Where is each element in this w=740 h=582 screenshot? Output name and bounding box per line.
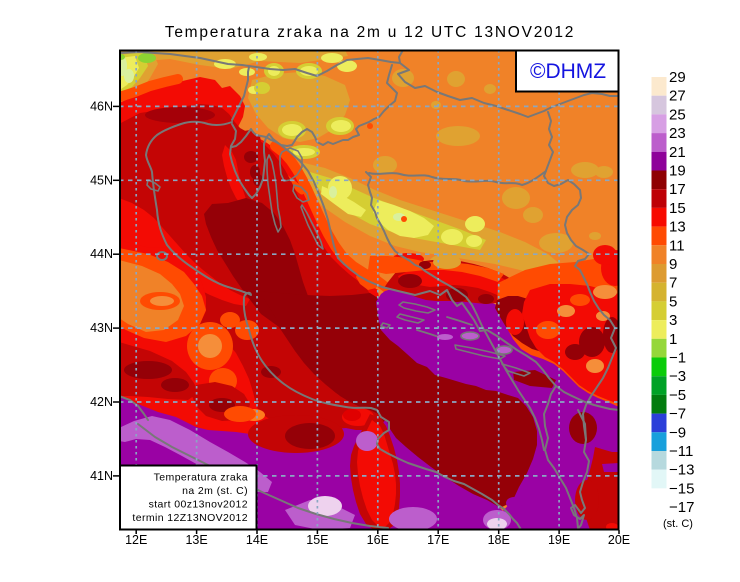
svg-text:−13: −13: [669, 462, 694, 479]
svg-text:−5: −5: [669, 387, 686, 404]
svg-text:7: 7: [669, 275, 677, 292]
svg-text:27: 27: [669, 88, 686, 105]
svg-text:15: 15: [669, 200, 686, 217]
svg-text:23: 23: [669, 125, 686, 142]
svg-text:9: 9: [669, 256, 677, 273]
svg-text:42N: 42N: [90, 395, 113, 409]
svg-text:21: 21: [669, 144, 686, 161]
svg-text:−7: −7: [669, 406, 686, 423]
svg-text:Temperatura zraka na 2m u 12 U: Temperatura zraka na 2m u 12 UTC 13NOV20…: [165, 24, 575, 41]
svg-text:start 00z13nov2012: start 00z13nov2012: [149, 499, 248, 511]
svg-text:19: 19: [669, 163, 686, 180]
svg-text:20E: 20E: [608, 533, 630, 547]
svg-text:41N: 41N: [90, 469, 113, 483]
svg-text:(st. C): (st. C): [663, 518, 693, 530]
svg-text:14E: 14E: [246, 533, 268, 547]
svg-text:18E: 18E: [488, 533, 510, 547]
svg-text:15E: 15E: [306, 533, 328, 547]
svg-text:25: 25: [669, 106, 686, 123]
svg-text:−1: −1: [669, 350, 686, 367]
svg-text:na 2m (st. C): na 2m (st. C): [182, 485, 248, 497]
svg-text:13E: 13E: [185, 533, 207, 547]
svg-text:46N: 46N: [90, 99, 113, 113]
svg-text:43N: 43N: [90, 321, 113, 335]
svg-text:termin 12Z13NOV2012: termin 12Z13NOV2012: [132, 512, 248, 524]
svg-text:−17: −17: [669, 499, 694, 516]
svg-text:1: 1: [669, 331, 677, 348]
svg-text:−15: −15: [669, 480, 694, 497]
svg-text:45N: 45N: [90, 173, 113, 187]
svg-text:19E: 19E: [548, 533, 570, 547]
svg-text:−11: −11: [669, 443, 693, 460]
svg-text:5: 5: [669, 293, 677, 310]
svg-text:11: 11: [669, 237, 685, 254]
svg-text:29: 29: [669, 69, 686, 86]
svg-text:13: 13: [669, 219, 686, 236]
svg-text:3: 3: [669, 312, 677, 329]
svg-text:44N: 44N: [90, 247, 113, 261]
svg-text:−3: −3: [669, 368, 686, 385]
svg-text:16E: 16E: [367, 533, 389, 547]
svg-text:−9: −9: [669, 424, 686, 441]
svg-text:©DHMZ: ©DHMZ: [530, 60, 606, 83]
svg-text:17E: 17E: [427, 533, 449, 547]
svg-text:Temperatura zraka: Temperatura zraka: [154, 472, 248, 484]
svg-text:12E: 12E: [125, 533, 147, 547]
svg-text:17: 17: [669, 181, 686, 198]
